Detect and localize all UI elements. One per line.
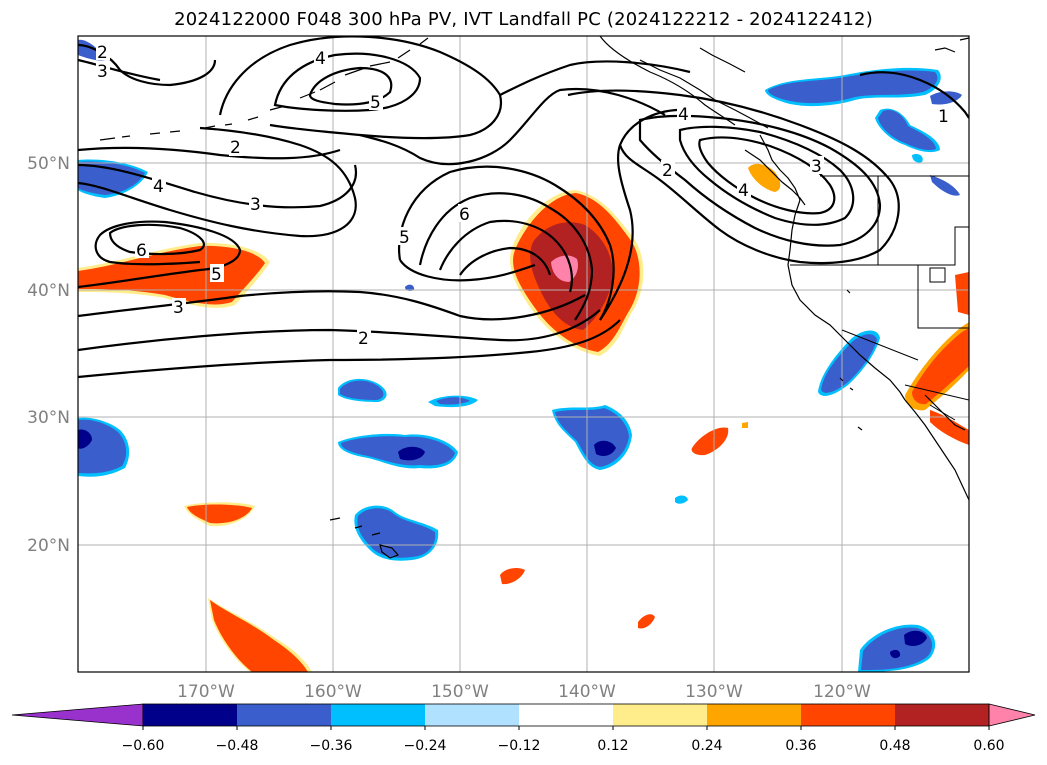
contour-label: 6	[459, 205, 470, 225]
colorbar-tick-label: −0.60	[122, 738, 165, 754]
colorbar-tick-label: 0.48	[879, 738, 910, 754]
colorbar-extend-high	[988, 703, 1036, 727]
pv-contours	[78, 36, 969, 379]
contour-label-group: 2 3 4 5 2 3 4 6 5 3 2 5 6 4	[96, 42, 951, 349]
colorbar-tick-label: −0.24	[404, 738, 447, 754]
colorbar: −0.60 −0.48 −0.36 −0.24 −0.12 0.12 0.24 0.36 0.4…	[11, 703, 1036, 754]
colorbar-segment	[801, 704, 896, 726]
contour-label: 4	[153, 177, 164, 197]
colorbar-segment	[331, 704, 426, 726]
lon-label: 150°W	[431, 682, 489, 702]
contour-label: 5	[370, 93, 381, 113]
lon-label: 130°W	[685, 682, 743, 702]
lon-label: 160°W	[304, 682, 362, 702]
contour-label: 3	[173, 298, 184, 318]
colorbar-tick-label: 0.24	[691, 738, 722, 754]
contour-label: 2	[230, 138, 241, 158]
colorbar-segment	[425, 704, 520, 726]
plot-frame	[77, 35, 970, 673]
contour-label: 6	[136, 241, 147, 261]
contour-label: 4	[738, 181, 749, 201]
contour-label: 4	[315, 49, 326, 69]
contour-label: 3	[811, 157, 822, 177]
longitude-labels: 170°W 160°W 150°W 140°W 130°W 120°W	[177, 682, 871, 702]
lon-label: 170°W	[177, 682, 235, 702]
colorbar-segment	[519, 704, 614, 726]
colorbar-segment	[707, 704, 802, 726]
colorbar-outline	[142, 703, 990, 727]
contour-label: 3	[97, 62, 108, 82]
contour-label: 5	[399, 228, 410, 248]
latitude-labels: 50°N 40°N 30°N 20°N	[27, 154, 70, 556]
plot-area	[78, 36, 969, 672]
coastlines	[99, 36, 969, 559]
lat-label: 40°N	[27, 281, 70, 301]
contour-label: 2	[662, 161, 673, 181]
colorbar-segment	[143, 704, 238, 726]
contour-label: 2	[358, 329, 369, 349]
contour-label: 5	[211, 265, 222, 285]
colorbar-tick-label: 0.12	[597, 738, 628, 754]
figure-title: 2024122000 F048 300 hPa PV, IVT Landfall…	[174, 9, 873, 30]
contour-label: 1	[938, 107, 949, 127]
colorbar-segment	[613, 704, 708, 726]
lon-label: 140°W	[558, 682, 616, 702]
lat-label: 50°N	[27, 154, 70, 174]
colorbar-tick-label: −0.48	[216, 738, 259, 754]
contour-label: 2	[97, 43, 108, 63]
lon-label: 120°W	[813, 682, 871, 702]
colorbar-tick-label: −0.12	[498, 738, 541, 754]
contour-label: 3	[250, 195, 261, 215]
lat-label: 20°N	[27, 536, 70, 556]
colorbar-tick-label: 0.60	[973, 738, 1004, 754]
colorbar-tick-label: −0.36	[310, 738, 353, 754]
contour-label: 4	[678, 105, 689, 125]
colorbar-segment	[895, 704, 990, 726]
colorbar-tick-label: 0.36	[785, 738, 816, 754]
lat-label: 30°N	[27, 408, 70, 428]
colorbar-segment	[237, 704, 332, 726]
colorbar-extend-low	[11, 703, 144, 727]
